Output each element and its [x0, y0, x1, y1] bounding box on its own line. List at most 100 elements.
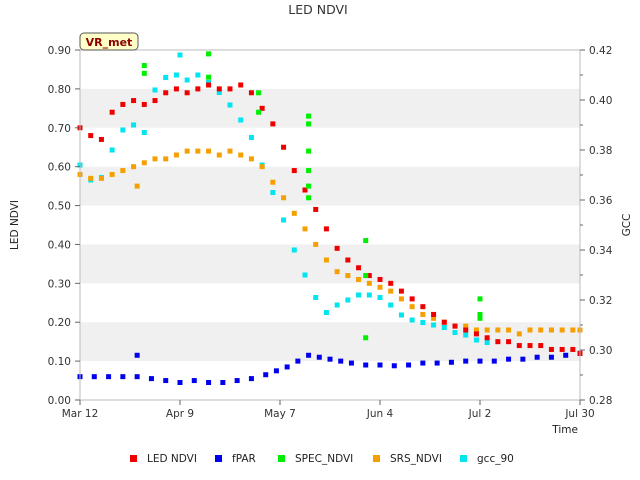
- legend-label: fPAR: [232, 453, 256, 465]
- data-point: [570, 327, 576, 333]
- data-point: [195, 148, 201, 154]
- data-point: [409, 296, 415, 302]
- data-point: [234, 378, 240, 384]
- data-point: [334, 269, 340, 275]
- data-point: [173, 86, 179, 92]
- data-point: [452, 330, 458, 335]
- data-point: [345, 273, 351, 279]
- data-point: [98, 175, 104, 181]
- data-point: [248, 90, 254, 96]
- data-point: [420, 360, 426, 366]
- data-point: [534, 354, 540, 360]
- data-point: [191, 378, 197, 384]
- data-point: [281, 195, 287, 201]
- data-point: [323, 257, 329, 263]
- data-point: [495, 327, 501, 333]
- site-badge-label: VR_met: [86, 36, 133, 49]
- data-point: [377, 295, 383, 300]
- data-point: [195, 72, 201, 78]
- data-point: [195, 86, 201, 92]
- plot-band: [80, 88, 580, 128]
- series-fpar: [77, 350, 583, 385]
- x-tick-label: Mar 12: [62, 408, 99, 420]
- data-point: [306, 195, 312, 201]
- y2-tick-label: 0.30: [589, 345, 612, 357]
- legend-label: LED NDVI: [147, 453, 197, 465]
- data-point: [152, 98, 158, 104]
- data-point: [306, 352, 312, 358]
- legend-label: SRS_NDVI: [390, 453, 442, 465]
- data-point: [120, 101, 126, 107]
- x-tick-label: Apr 9: [166, 408, 194, 420]
- data-point: [141, 101, 147, 107]
- data-point: [313, 241, 319, 247]
- data-point: [173, 152, 179, 158]
- data-point: [216, 86, 222, 92]
- legend-label: gcc_90: [477, 453, 514, 465]
- data-point: [313, 295, 319, 300]
- data-point: [98, 136, 104, 142]
- data-point: [270, 190, 276, 195]
- data-point: [348, 360, 354, 366]
- data-point: [366, 280, 372, 286]
- data-point: [163, 75, 169, 80]
- data-point: [163, 90, 169, 96]
- data-point: [302, 272, 308, 278]
- data-point: [484, 340, 490, 345]
- plot-band: [80, 322, 580, 362]
- data-point: [406, 362, 412, 368]
- data-point: [323, 310, 329, 315]
- data-point: [431, 322, 437, 328]
- data-point: [238, 117, 244, 123]
- axes: 0.00 0.10 0.20 0.30 0.40 0.50 0.60 0.70 0.80 0.90…: [48, 45, 613, 420]
- plot-band: [80, 166, 580, 206]
- data-point: [495, 339, 501, 345]
- data-point: [306, 121, 312, 127]
- data-point: [248, 135, 254, 140]
- data-point: [295, 358, 301, 364]
- data-point: [302, 187, 308, 193]
- data-point: [141, 70, 147, 76]
- data-point: [206, 74, 212, 80]
- data-point: [441, 319, 447, 325]
- data-point: [398, 296, 404, 302]
- data-point: [238, 82, 244, 88]
- data-point: [409, 317, 415, 323]
- series-led-ndvi: [77, 82, 583, 356]
- data-point: [184, 77, 190, 83]
- data-point: [281, 144, 287, 150]
- x-tick-label: Jun 4: [366, 408, 394, 420]
- data-point: [134, 374, 140, 380]
- legend-swatch: [460, 455, 467, 462]
- y-tick-label: 0.50: [48, 201, 71, 213]
- data-point: [120, 374, 126, 380]
- data-point: [109, 147, 115, 153]
- site-badge: VR_met: [79, 32, 139, 51]
- data-point: [206, 148, 212, 154]
- y-tick-label: 0.20: [48, 317, 71, 329]
- data-point: [563, 352, 569, 358]
- y-axis-label: LED NDVI: [9, 200, 21, 250]
- data-point: [256, 109, 262, 115]
- data-point: [88, 133, 94, 139]
- data-point: [120, 168, 126, 174]
- data-point: [527, 327, 533, 333]
- y2-axis-label: GCC: [621, 214, 633, 237]
- data-point: [291, 210, 297, 216]
- data-point: [506, 327, 512, 333]
- data-point: [398, 312, 404, 318]
- data-point: [184, 90, 190, 96]
- data-point: [227, 148, 233, 154]
- y2-tick-label: 0.36: [589, 195, 613, 207]
- data-point: [131, 122, 137, 128]
- data-point: [270, 179, 276, 185]
- data-point: [363, 238, 369, 244]
- data-point: [477, 358, 483, 364]
- y-tick-label: 0.10: [48, 356, 71, 368]
- data-point: [363, 273, 369, 279]
- data-point: [506, 339, 512, 345]
- data-point: [302, 226, 308, 232]
- legend: LED NDVI fPAR SPEC_NDVI SRS_NDVI gcc_90: [130, 453, 514, 465]
- data-point: [377, 362, 383, 368]
